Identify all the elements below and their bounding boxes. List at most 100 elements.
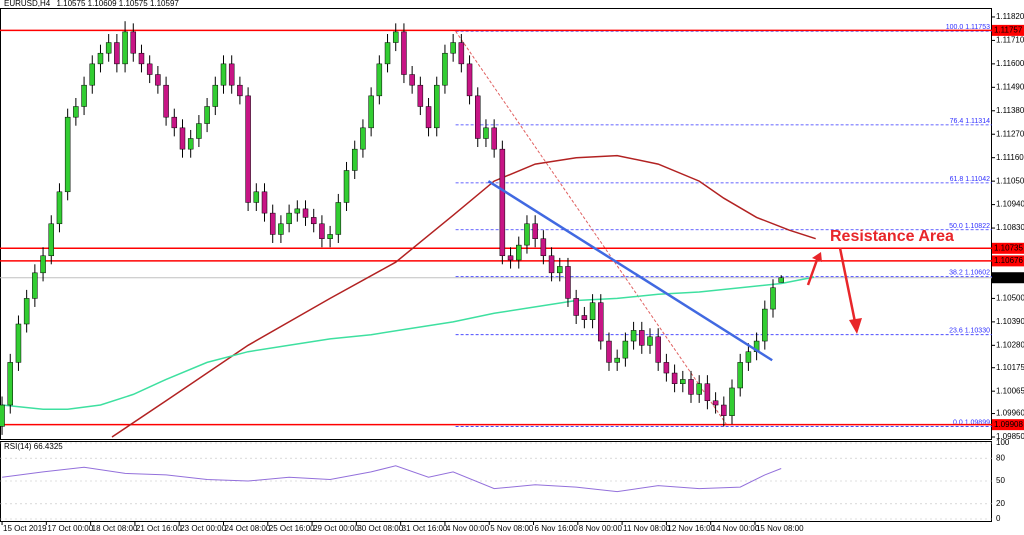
candle-body xyxy=(663,362,670,374)
rsi-tick-label: 100 xyxy=(996,438,1010,447)
level-label-box xyxy=(992,242,1024,254)
candle-body xyxy=(458,42,465,65)
fib-price: 1.10602 xyxy=(965,270,990,277)
candle-body xyxy=(401,31,407,75)
rsi-name: RSI(14) xyxy=(4,442,32,451)
arrow-up xyxy=(806,256,820,286)
x-tick-label: 15 Nov 08:00 xyxy=(756,524,804,533)
candle-body xyxy=(712,400,719,406)
candle-body xyxy=(32,272,38,299)
fib-level-name: 38.2 xyxy=(949,270,963,277)
fib-price: 1.09899 xyxy=(965,419,990,426)
candle-body xyxy=(475,95,481,139)
rsi-tick-label: 20 xyxy=(996,499,1005,508)
candle-body xyxy=(647,336,653,346)
candle-body xyxy=(23,298,30,325)
candle-body xyxy=(130,31,137,54)
fib-level-name: 76.4 xyxy=(950,118,964,125)
candle-body xyxy=(704,383,711,402)
candle-body xyxy=(778,277,784,283)
fib-label: 61.8 1.11042 xyxy=(950,176,990,183)
x-tick-label: 8 Nov 00:00 xyxy=(579,524,623,533)
level-label: 1.10735 xyxy=(994,243,1023,252)
candle-body xyxy=(220,63,227,86)
fib-label: 76.4 1.11314 xyxy=(950,118,990,125)
x-tick-label: 15 Oct 2019 xyxy=(3,524,47,533)
y-tick-label: 1.09850 xyxy=(996,432,1024,441)
candle-body xyxy=(671,372,678,384)
candle-body xyxy=(581,315,588,320)
x-tick-label: 23 Oct 00:00 xyxy=(180,524,226,533)
y-tick-label: 1.09960 xyxy=(996,409,1024,418)
candle-body xyxy=(7,362,14,406)
rsi-tick-label: 0 xyxy=(996,514,1001,523)
candle-body xyxy=(696,383,702,395)
candle-body xyxy=(261,191,268,214)
x-tick-label: 4 Nov 00:00 xyxy=(446,524,490,533)
candle-body xyxy=(97,52,104,65)
candle-body xyxy=(81,84,87,107)
fib-level-name: 0.0 xyxy=(953,419,963,426)
candle-body xyxy=(483,127,489,139)
rsi-header: RSI(14) 66.4325 xyxy=(4,442,63,451)
candle-body xyxy=(302,208,309,218)
candle-body xyxy=(138,52,145,65)
candle-body xyxy=(721,404,727,416)
candle-body xyxy=(516,244,522,261)
candle-body xyxy=(73,106,79,118)
x-tick-label: 6 Nov 16:00 xyxy=(535,524,579,533)
annotation: Resistance Area xyxy=(830,228,954,245)
candle-body xyxy=(745,351,752,363)
candle-body xyxy=(491,127,497,150)
moving-average xyxy=(111,154,816,438)
x-tick-label: 21 Oct 16:00 xyxy=(136,524,182,533)
candle-body xyxy=(294,208,301,214)
fib-label: 50.0 1.10822 xyxy=(949,223,990,230)
y-tick-label: 1.10175 xyxy=(996,363,1024,372)
candle-body xyxy=(573,298,579,316)
fib-diagonal xyxy=(455,30,729,427)
candle-body xyxy=(278,223,284,235)
candle-body xyxy=(433,84,440,129)
y-tick-label: 1.11710 xyxy=(996,36,1024,45)
moving-average xyxy=(2,276,815,411)
fib-level-name: 61.8 xyxy=(950,176,964,183)
candle-body xyxy=(187,138,194,150)
candle-body xyxy=(196,123,202,139)
candle-body xyxy=(253,191,260,203)
candle-body xyxy=(48,223,55,257)
arrow-down xyxy=(838,247,857,323)
candle-body xyxy=(507,255,514,261)
candle-body xyxy=(409,74,415,86)
candle-body xyxy=(105,42,112,54)
y-tick-label: 1.11820 xyxy=(996,12,1024,21)
rsi-panel xyxy=(0,441,992,522)
x-tick-label: 25 Oct 16:00 xyxy=(269,524,315,533)
main-panel xyxy=(0,8,992,440)
candle-body xyxy=(466,63,473,97)
candle-body xyxy=(319,223,325,239)
fib-level-name: 100.0 xyxy=(946,24,964,31)
candle-body xyxy=(532,223,538,239)
candle-body xyxy=(442,52,448,86)
candle-body xyxy=(310,217,317,225)
level-label-box xyxy=(992,24,1024,36)
candle-body xyxy=(40,255,46,274)
candle-body xyxy=(146,63,153,75)
x-tick-label: 17 Oct 00:00 xyxy=(47,524,93,533)
fib-label: 0.0 1.09899 xyxy=(953,419,990,426)
trendline xyxy=(487,180,773,362)
x-tick-label: 14 Nov 00:00 xyxy=(712,524,760,533)
candle-body xyxy=(392,31,399,43)
header: EURUSD,H4 1.10575 1.10609 1.10575 1.1059… xyxy=(4,0,179,8)
y-tick-label: 1.10500 xyxy=(996,294,1024,303)
candle-body xyxy=(762,308,768,342)
candle-body xyxy=(122,31,128,65)
rsi-tick-label: 50 xyxy=(996,476,1005,485)
x-tick-label: 24 Oct 08:00 xyxy=(224,524,270,533)
candle-body xyxy=(64,116,71,193)
y-tick-label: 1.11380 xyxy=(996,106,1024,115)
candle-body xyxy=(163,84,169,118)
